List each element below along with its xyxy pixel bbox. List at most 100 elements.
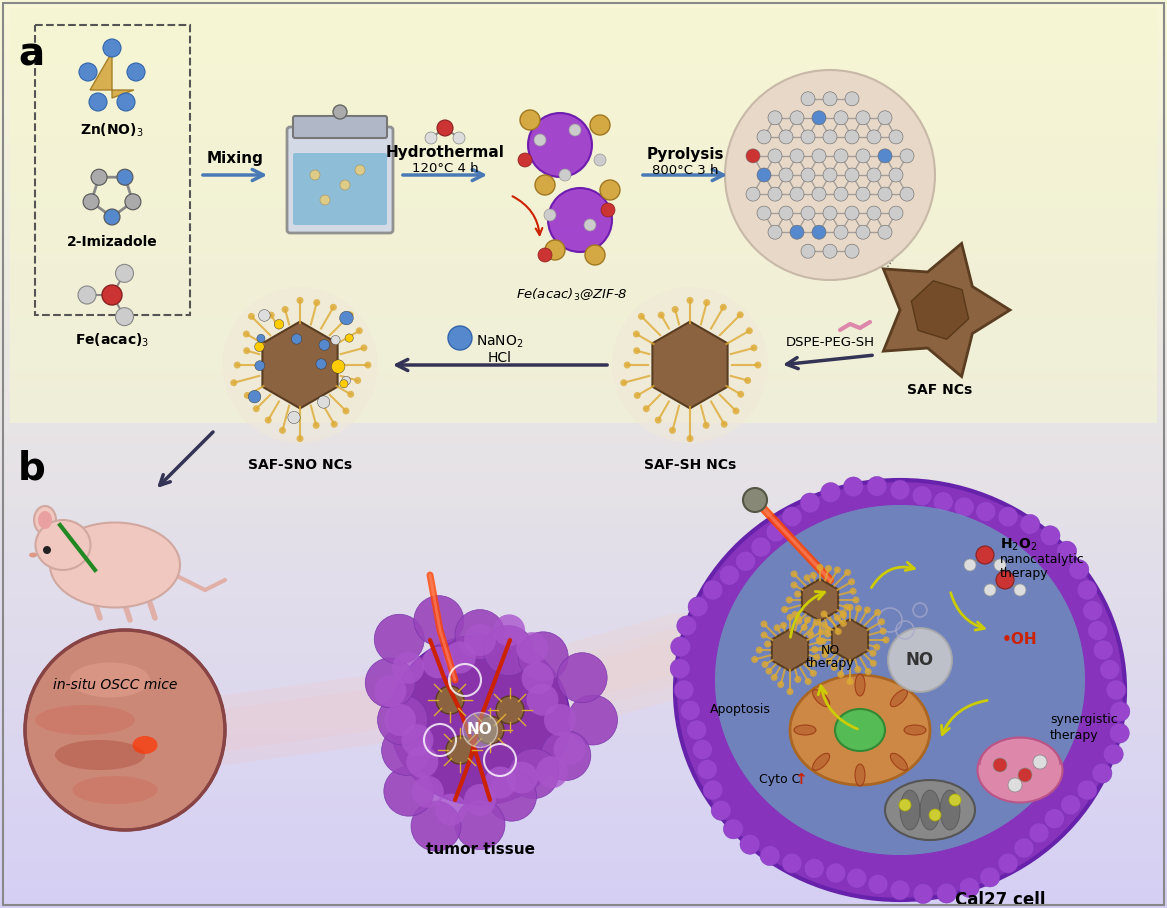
- Circle shape: [790, 187, 804, 201]
- Bar: [0, 608, 1167, 617]
- Circle shape: [538, 248, 552, 262]
- Bar: [0, 518, 1167, 527]
- Bar: [0, 890, 1167, 899]
- Ellipse shape: [855, 764, 865, 786]
- Circle shape: [559, 169, 571, 181]
- Circle shape: [781, 606, 788, 613]
- Ellipse shape: [790, 675, 930, 785]
- Circle shape: [453, 132, 464, 144]
- Circle shape: [831, 664, 838, 671]
- Circle shape: [643, 405, 650, 412]
- Circle shape: [1014, 838, 1034, 858]
- Circle shape: [340, 311, 354, 325]
- Circle shape: [89, 93, 107, 111]
- Bar: [0, 899, 1167, 908]
- Polygon shape: [90, 52, 134, 98]
- Circle shape: [735, 551, 755, 571]
- Bar: [0, 699, 1167, 708]
- Circle shape: [476, 716, 504, 744]
- Bar: [0, 545, 1167, 554]
- Circle shape: [995, 571, 1014, 589]
- Circle shape: [796, 617, 803, 625]
- Bar: [0, 54, 1167, 64]
- Circle shape: [745, 377, 752, 384]
- Circle shape: [265, 417, 272, 424]
- Circle shape: [233, 361, 240, 369]
- FancyArrowPatch shape: [512, 196, 543, 235]
- Bar: [0, 490, 1167, 499]
- Circle shape: [1110, 723, 1130, 743]
- Bar: [0, 127, 1167, 136]
- Bar: [0, 91, 1167, 100]
- Bar: [0, 808, 1167, 817]
- Circle shape: [823, 92, 837, 106]
- Text: Hydrothermal: Hydrothermal: [385, 144, 504, 160]
- FancyArrowPatch shape: [403, 170, 483, 181]
- Circle shape: [815, 619, 822, 626]
- Circle shape: [790, 111, 804, 124]
- Circle shape: [812, 225, 826, 239]
- Bar: [0, 0, 1167, 9]
- Text: DSPE-PEG-SH: DSPE-PEG-SH: [785, 335, 874, 349]
- Ellipse shape: [715, 505, 1085, 855]
- Circle shape: [993, 758, 1007, 772]
- Circle shape: [436, 120, 453, 136]
- Circle shape: [116, 264, 133, 282]
- Circle shape: [880, 627, 887, 635]
- Circle shape: [790, 149, 804, 163]
- Circle shape: [867, 477, 887, 497]
- Circle shape: [839, 610, 846, 617]
- Ellipse shape: [29, 552, 37, 558]
- Ellipse shape: [890, 690, 908, 706]
- Text: SAF-SH NCs: SAF-SH NCs: [644, 458, 736, 472]
- Bar: [0, 872, 1167, 881]
- Bar: [0, 481, 1167, 490]
- Circle shape: [878, 149, 892, 163]
- Circle shape: [980, 867, 1000, 887]
- Circle shape: [414, 596, 463, 646]
- Circle shape: [766, 667, 773, 675]
- Circle shape: [913, 883, 934, 903]
- Text: b: b: [18, 450, 46, 488]
- Circle shape: [840, 620, 847, 627]
- Circle shape: [761, 632, 768, 638]
- Bar: [0, 772, 1167, 781]
- Circle shape: [820, 610, 827, 617]
- Circle shape: [534, 175, 555, 195]
- Bar: [0, 309, 1167, 318]
- Circle shape: [1106, 680, 1126, 700]
- Circle shape: [243, 347, 250, 354]
- FancyArrowPatch shape: [397, 360, 607, 370]
- Circle shape: [680, 700, 700, 720]
- Circle shape: [1110, 701, 1130, 721]
- Circle shape: [230, 380, 237, 386]
- Circle shape: [825, 565, 832, 572]
- Bar: [0, 844, 1167, 854]
- Ellipse shape: [675, 480, 1125, 900]
- Circle shape: [703, 780, 722, 800]
- Circle shape: [845, 206, 859, 220]
- Circle shape: [834, 225, 848, 239]
- Bar: [0, 318, 1167, 327]
- Circle shape: [254, 360, 265, 370]
- Circle shape: [320, 195, 330, 205]
- Text: ↑: ↑: [794, 773, 806, 787]
- Ellipse shape: [812, 754, 830, 770]
- Circle shape: [817, 564, 824, 571]
- Ellipse shape: [715, 505, 1085, 855]
- Circle shape: [721, 420, 728, 428]
- Circle shape: [834, 567, 841, 574]
- Bar: [0, 173, 1167, 182]
- Circle shape: [913, 486, 932, 506]
- FancyArrowPatch shape: [942, 700, 987, 735]
- Circle shape: [1092, 764, 1112, 784]
- Circle shape: [505, 762, 538, 794]
- Circle shape: [998, 507, 1018, 527]
- Circle shape: [675, 680, 694, 700]
- Circle shape: [823, 646, 830, 654]
- Circle shape: [801, 493, 820, 513]
- Circle shape: [756, 646, 763, 654]
- Bar: [0, 508, 1167, 518]
- Circle shape: [994, 559, 1006, 571]
- Bar: [0, 754, 1167, 763]
